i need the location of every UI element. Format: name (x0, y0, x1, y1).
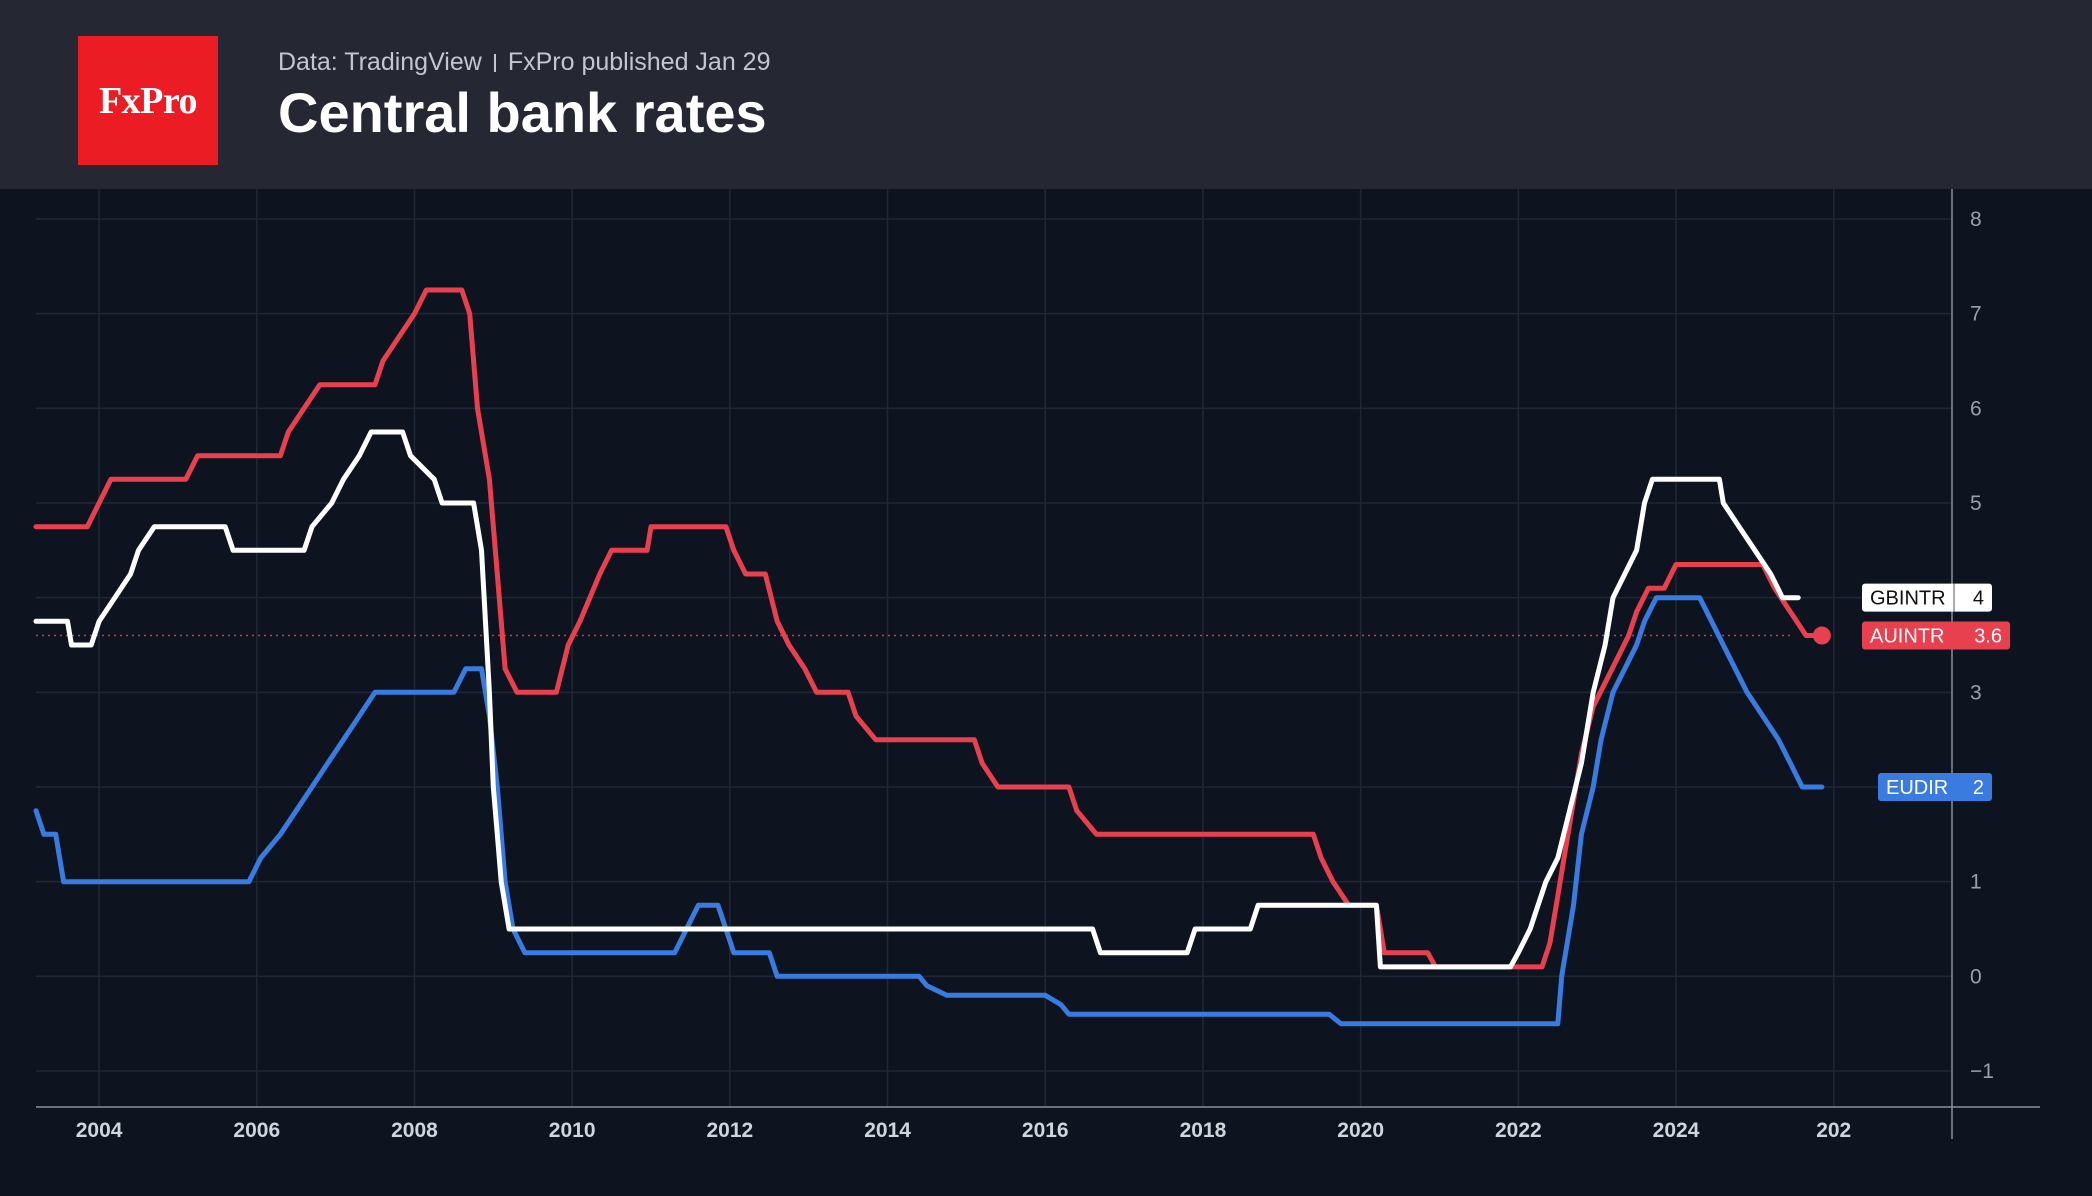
series-value: 2 (1973, 777, 1984, 799)
y-tick-label: 3 (1970, 681, 1982, 704)
header-bar: FxPro Data: TradingView FxPro published … (0, 0, 2092, 189)
x-tick-label: 2020 (1337, 1119, 1384, 1142)
x-tick-label: 202 (1816, 1119, 1851, 1142)
x-tick-label: 2014 (864, 1119, 911, 1142)
gbintr-line (33, 429, 1801, 970)
series-labels: GBINTR 4 AUINTR 3.6 EUDIR 2 (1862, 583, 2010, 801)
x-tick-label: 2004 (76, 1119, 123, 1142)
y-tick-label: 0 (1970, 965, 1982, 988)
series-value: 4 (1973, 588, 1984, 610)
y-tick-label: 8 (1970, 208, 1982, 231)
x-tick-label: 2008 (391, 1119, 438, 1142)
auintr-label: AUINTR 3.6 (1862, 621, 2010, 650)
x-tick-label: 2022 (1495, 1119, 1542, 1142)
y-tick-label: 5 (1970, 492, 1982, 515)
x-tick-label: 2016 (1022, 1119, 1069, 1142)
y-tick-label: 7 (1970, 303, 1982, 326)
x-axis-ticks: 2004 2006 2008 2010 2012 2014 2016 2018 2020 2022… (76, 1119, 1852, 1142)
auintr-end-dot (1812, 626, 1831, 645)
fxpro-logo: FxPro (78, 36, 218, 165)
chart-title: Central bank rates (278, 81, 767, 144)
published-date: FxPro published Jan 29 (507, 48, 771, 76)
series-name: AUINTR (1870, 626, 1944, 648)
y-tick-label: 1 (1970, 871, 1982, 894)
x-tick-label: 2010 (549, 1119, 596, 1142)
separator (493, 53, 496, 72)
label-box (1862, 583, 1992, 612)
gbintr-label: GBINTR 4 (1862, 583, 1992, 612)
logo-text: FxPro (98, 79, 198, 122)
rates-chart: 2004 2006 2008 2010 2012 2014 2016 2018 2020 2022… (33, 189, 2040, 1142)
x-tick-label: 2006 (233, 1119, 280, 1142)
x-tick-label: 2018 (1180, 1119, 1227, 1142)
source-line: Data: TradingView FxPro published Jan 29 (278, 48, 771, 77)
eudir-line (33, 595, 1825, 1027)
series-value: 3.6 (1974, 626, 2002, 648)
y-tick-label: −1 (1970, 1060, 1994, 1083)
y-tick-label: 6 (1970, 397, 1982, 420)
series-lines (33, 287, 1831, 1027)
series-name: EUDIR (1886, 777, 1948, 799)
data-source: Data: TradingView (278, 48, 482, 76)
eudir-label: EUDIR 2 (1878, 773, 1992, 801)
label-box (1862, 621, 2010, 650)
x-tick-label: 2024 (1653, 1119, 1700, 1142)
label-box (1878, 773, 1992, 801)
x-tick-label: 2012 (707, 1119, 754, 1142)
series-name: GBINTR (1870, 588, 1946, 610)
